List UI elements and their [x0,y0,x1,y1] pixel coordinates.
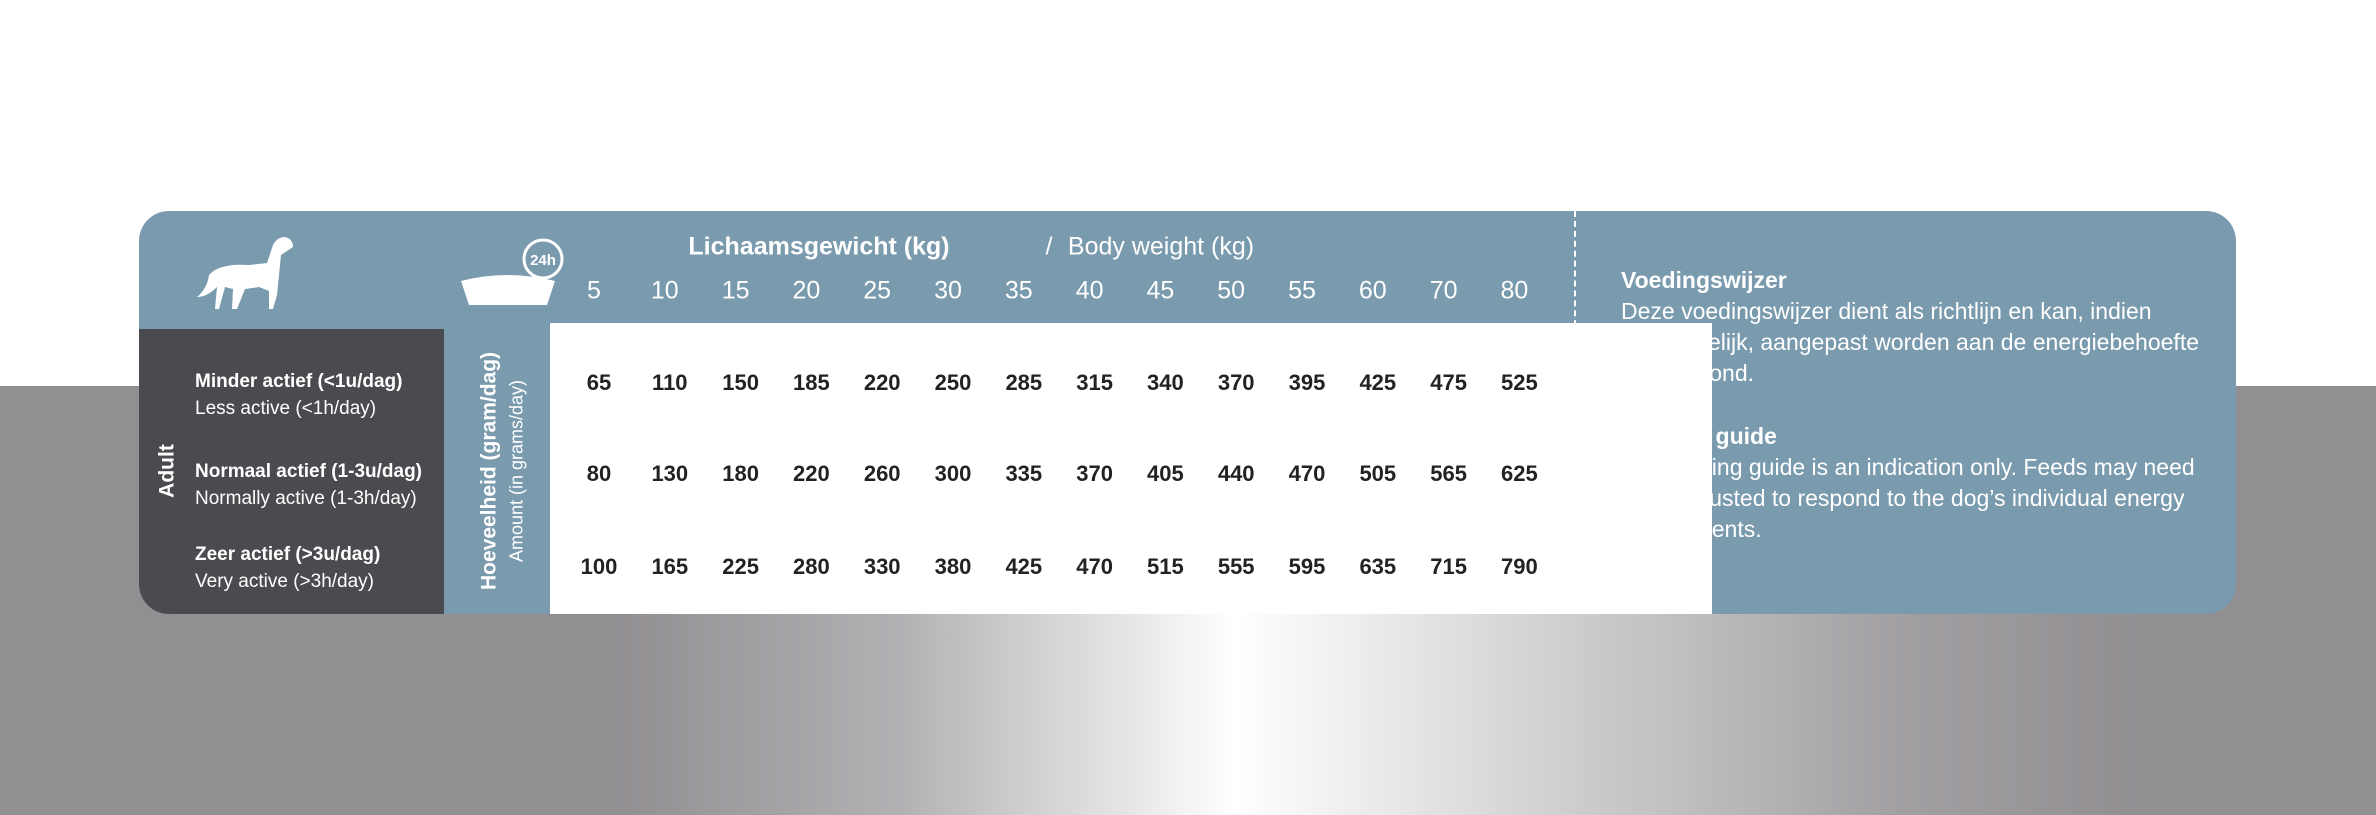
amount-cell: 425 [1359,370,1397,395]
amount-cell: 370 [1076,461,1113,486]
amount-cell: 250 [934,370,972,395]
amount-cell: 185 [793,370,830,395]
info-text: The feeding guide is an indication only.… [1621,454,2195,542]
amount-cell: 555 [1217,554,1255,579]
weight-header: 50 [1217,276,1246,305]
dog-icon [197,237,293,309]
header-title-en: Body weight (kg) [1067,232,1255,261]
amount-cell: 505 [1359,461,1397,486]
weight-header: 25 [863,276,892,305]
amount-cell: 475 [1430,370,1467,395]
amount-cell: 110 [652,370,688,395]
weight-header: 35 [1004,276,1033,305]
amount-cell: 180 [722,461,759,486]
row-label-en: Very active (>3h/day) [195,571,375,592]
weight-header: 30 [934,276,962,305]
amount-cell: 335 [1005,461,1043,486]
amount-cell: 405 [1147,461,1184,486]
divider [1574,211,1576,614]
weight-header: 70 [1429,276,1458,305]
amount-cell: 285 [1005,370,1043,395]
amount-cell: 790 [1501,554,1538,579]
amount-cell: 595 [1288,554,1326,579]
weight-header: 60 [1358,276,1387,305]
header-separator: / [1045,232,1053,261]
weight-header: 80 [1500,276,1529,305]
bowl-label: 24h [530,252,556,269]
amount-label-en: Amount (in grams/day) [506,379,527,563]
weight-header: 45 [1146,276,1175,305]
feeding-panel: 24h Lichaamsgewicht (kg) / Body weight (… [139,211,2236,614]
weight-header: 15 [721,276,750,305]
weight-header: 5 [587,276,601,305]
table-area [550,323,1712,614]
amount-cell: 280 [793,554,830,579]
amount-cell: 315 [1076,370,1113,395]
amount-cell: 65 [586,370,612,395]
row-label-en: Normally active (1-3h/day) [195,488,417,509]
amount-cell: 715 [1430,554,1467,579]
amount-cell: 380 [934,554,972,579]
amount-cell: 130 [651,461,689,486]
amount-cell: 565 [1430,461,1467,486]
row-label-nl: Zeer actief (>3u/dag) [195,544,381,565]
amount-cell: 220 [793,461,830,486]
info-text: Deze voedingswijzer dient als richtlijn … [1621,298,2199,386]
amount-cell: 425 [1005,554,1043,579]
amount-cell: 165 [651,554,689,579]
row-label-box [139,329,444,614]
amount-cell: 370 [1217,370,1255,395]
weight-header: 20 [792,276,821,305]
weight-header: 40 [1075,276,1104,305]
amount-cell: 470 [1288,461,1326,486]
weight-header: 55 [1288,276,1316,305]
info-title: Voedingswijzer [1621,267,1787,293]
amount-cell: 635 [1359,554,1397,579]
amount-cell: 440 [1217,461,1255,486]
bowl-icon: 24h [461,238,564,305]
amount-cell: 150 [722,370,759,395]
amount-cell: 395 [1288,370,1326,395]
amount-label-nl: Hoeveelheid (gram/dag) [477,351,501,591]
amount-column [450,329,548,614]
amount-cell: 340 [1147,370,1184,395]
amount-cell: 100 [580,554,618,579]
amount-cell: 330 [863,554,901,579]
amount-cell: 300 [934,461,972,486]
amount-cell: 260 [863,461,901,486]
amount-cell: 515 [1147,554,1184,579]
group-label: Adult [155,444,179,498]
row-label-nl: Minder actief (<1u/dag) [195,371,403,392]
amount-cell: 525 [1501,370,1538,395]
row-label-nl: Normaal actief (1-3u/dag) [195,461,422,482]
info-block: Feeding guide The feeding guide is an in… [1621,421,2211,545]
info-title: Feeding guide [1621,423,1777,449]
amount-cell: 225 [722,554,759,579]
weight-header: 10 [650,276,679,305]
amount-cell: 220 [863,370,901,395]
info-block: Voedingswijzer Deze voedingswijzer dient… [1621,265,2211,389]
amount-cell: 470 [1076,554,1113,579]
header-title-nl: Lichaamsgewicht (kg) [688,232,950,261]
amount-cell: 80 [586,461,612,486]
row-label-en: Less active (<1h/day) [195,398,377,419]
amount-cell: 625 [1501,461,1538,486]
